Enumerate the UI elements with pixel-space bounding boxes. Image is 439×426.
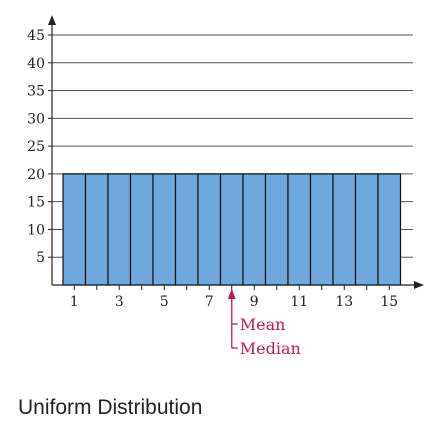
bar-9: [242, 173, 267, 286]
x-tick-label-15: 15: [380, 294, 398, 310]
y-tick-label-40: 40: [27, 56, 45, 72]
bar-2: [84, 173, 109, 286]
y-tick-label-20: 20: [27, 167, 45, 183]
y-axis-arrow: [48, 15, 56, 25]
y-tick-label-30: 30: [27, 111, 45, 127]
marker-label-median: Median: [240, 339, 301, 358]
bar-7: [197, 173, 222, 286]
bar-10: [264, 173, 289, 286]
marker-arrow: [227, 289, 236, 299]
bar-15: [377, 173, 402, 286]
marker-label-mean: Mean: [240, 315, 286, 334]
bar-12: [309, 173, 334, 286]
x-tick-label-13: 13: [335, 294, 353, 310]
bar-1: [62, 173, 87, 286]
x-tick-label-11: 11: [290, 294, 308, 310]
x-axis-arrow: [414, 281, 424, 289]
y-tick-label-10: 10: [27, 222, 45, 238]
x-tick-label-1: 1: [70, 294, 79, 310]
y-tick-label-45: 45: [27, 28, 45, 44]
x-tick-label-3: 3: [115, 294, 124, 310]
bar-13: [332, 173, 357, 286]
x-tick-label-7: 7: [205, 294, 214, 310]
bar-3: [107, 173, 132, 286]
bar-11: [287, 173, 312, 286]
y-tick-label-5: 5: [36, 250, 45, 266]
x-tick-label-5: 5: [160, 294, 169, 310]
x-tick-label-9: 9: [250, 294, 259, 310]
y-tick-label-35: 35: [27, 84, 45, 100]
bar-14: [354, 173, 379, 286]
bar-6: [174, 173, 199, 286]
bar-4: [129, 173, 154, 286]
chart-caption: Uniform Distribution: [18, 396, 203, 419]
bar-8: [219, 173, 244, 286]
bar-5: [152, 173, 177, 286]
y-tick-label-15: 15: [27, 195, 45, 211]
y-tick-label-25: 25: [27, 139, 45, 155]
